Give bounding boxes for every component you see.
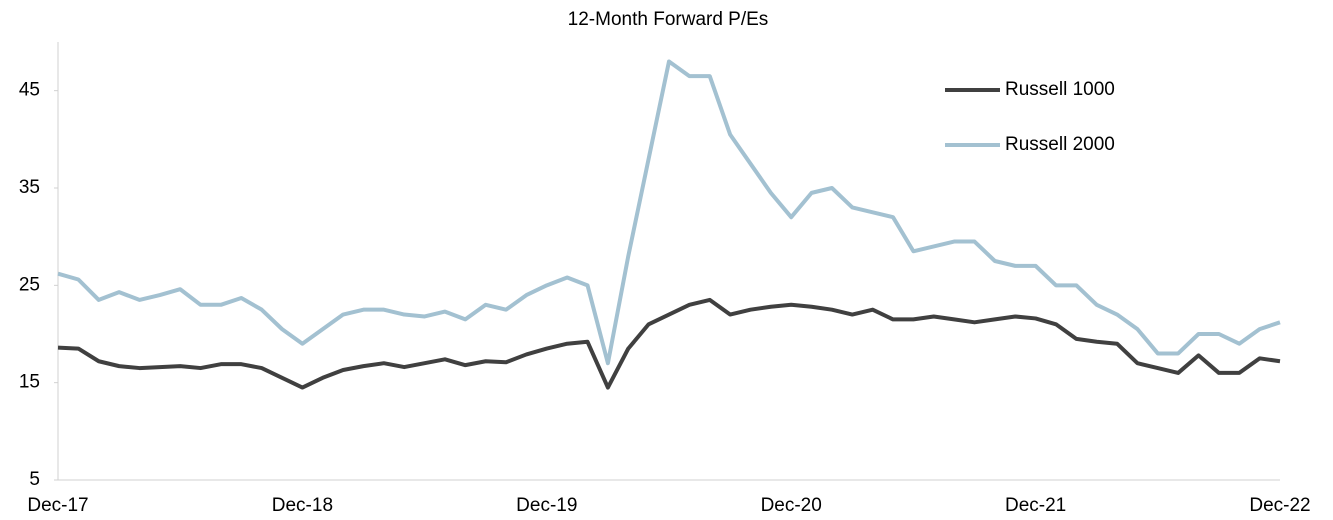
- series-line: [57, 59, 1281, 366]
- x-tick-label: Dec-19: [516, 495, 577, 516]
- y-tick-label: 25: [19, 274, 40, 295]
- x-tick-label: Dec-22: [1249, 495, 1310, 516]
- x-tick-label: Dec-18: [272, 495, 333, 516]
- y-tick-label: 35: [19, 177, 40, 198]
- y-tick-label: 5: [29, 469, 40, 490]
- legend-label: Russell 2000: [1005, 134, 1115, 155]
- series-line: [57, 297, 1281, 390]
- y-tick-label: 45: [19, 80, 40, 101]
- legend-label: Russell 1000: [1005, 79, 1115, 100]
- x-tick-label: Dec-17: [27, 495, 88, 516]
- x-tick-label: Dec-20: [761, 495, 822, 516]
- chart-title: 12-Month Forward P/Es: [568, 9, 769, 30]
- y-tick-label: 15: [19, 372, 40, 393]
- x-tick-label: Dec-21: [1005, 495, 1066, 516]
